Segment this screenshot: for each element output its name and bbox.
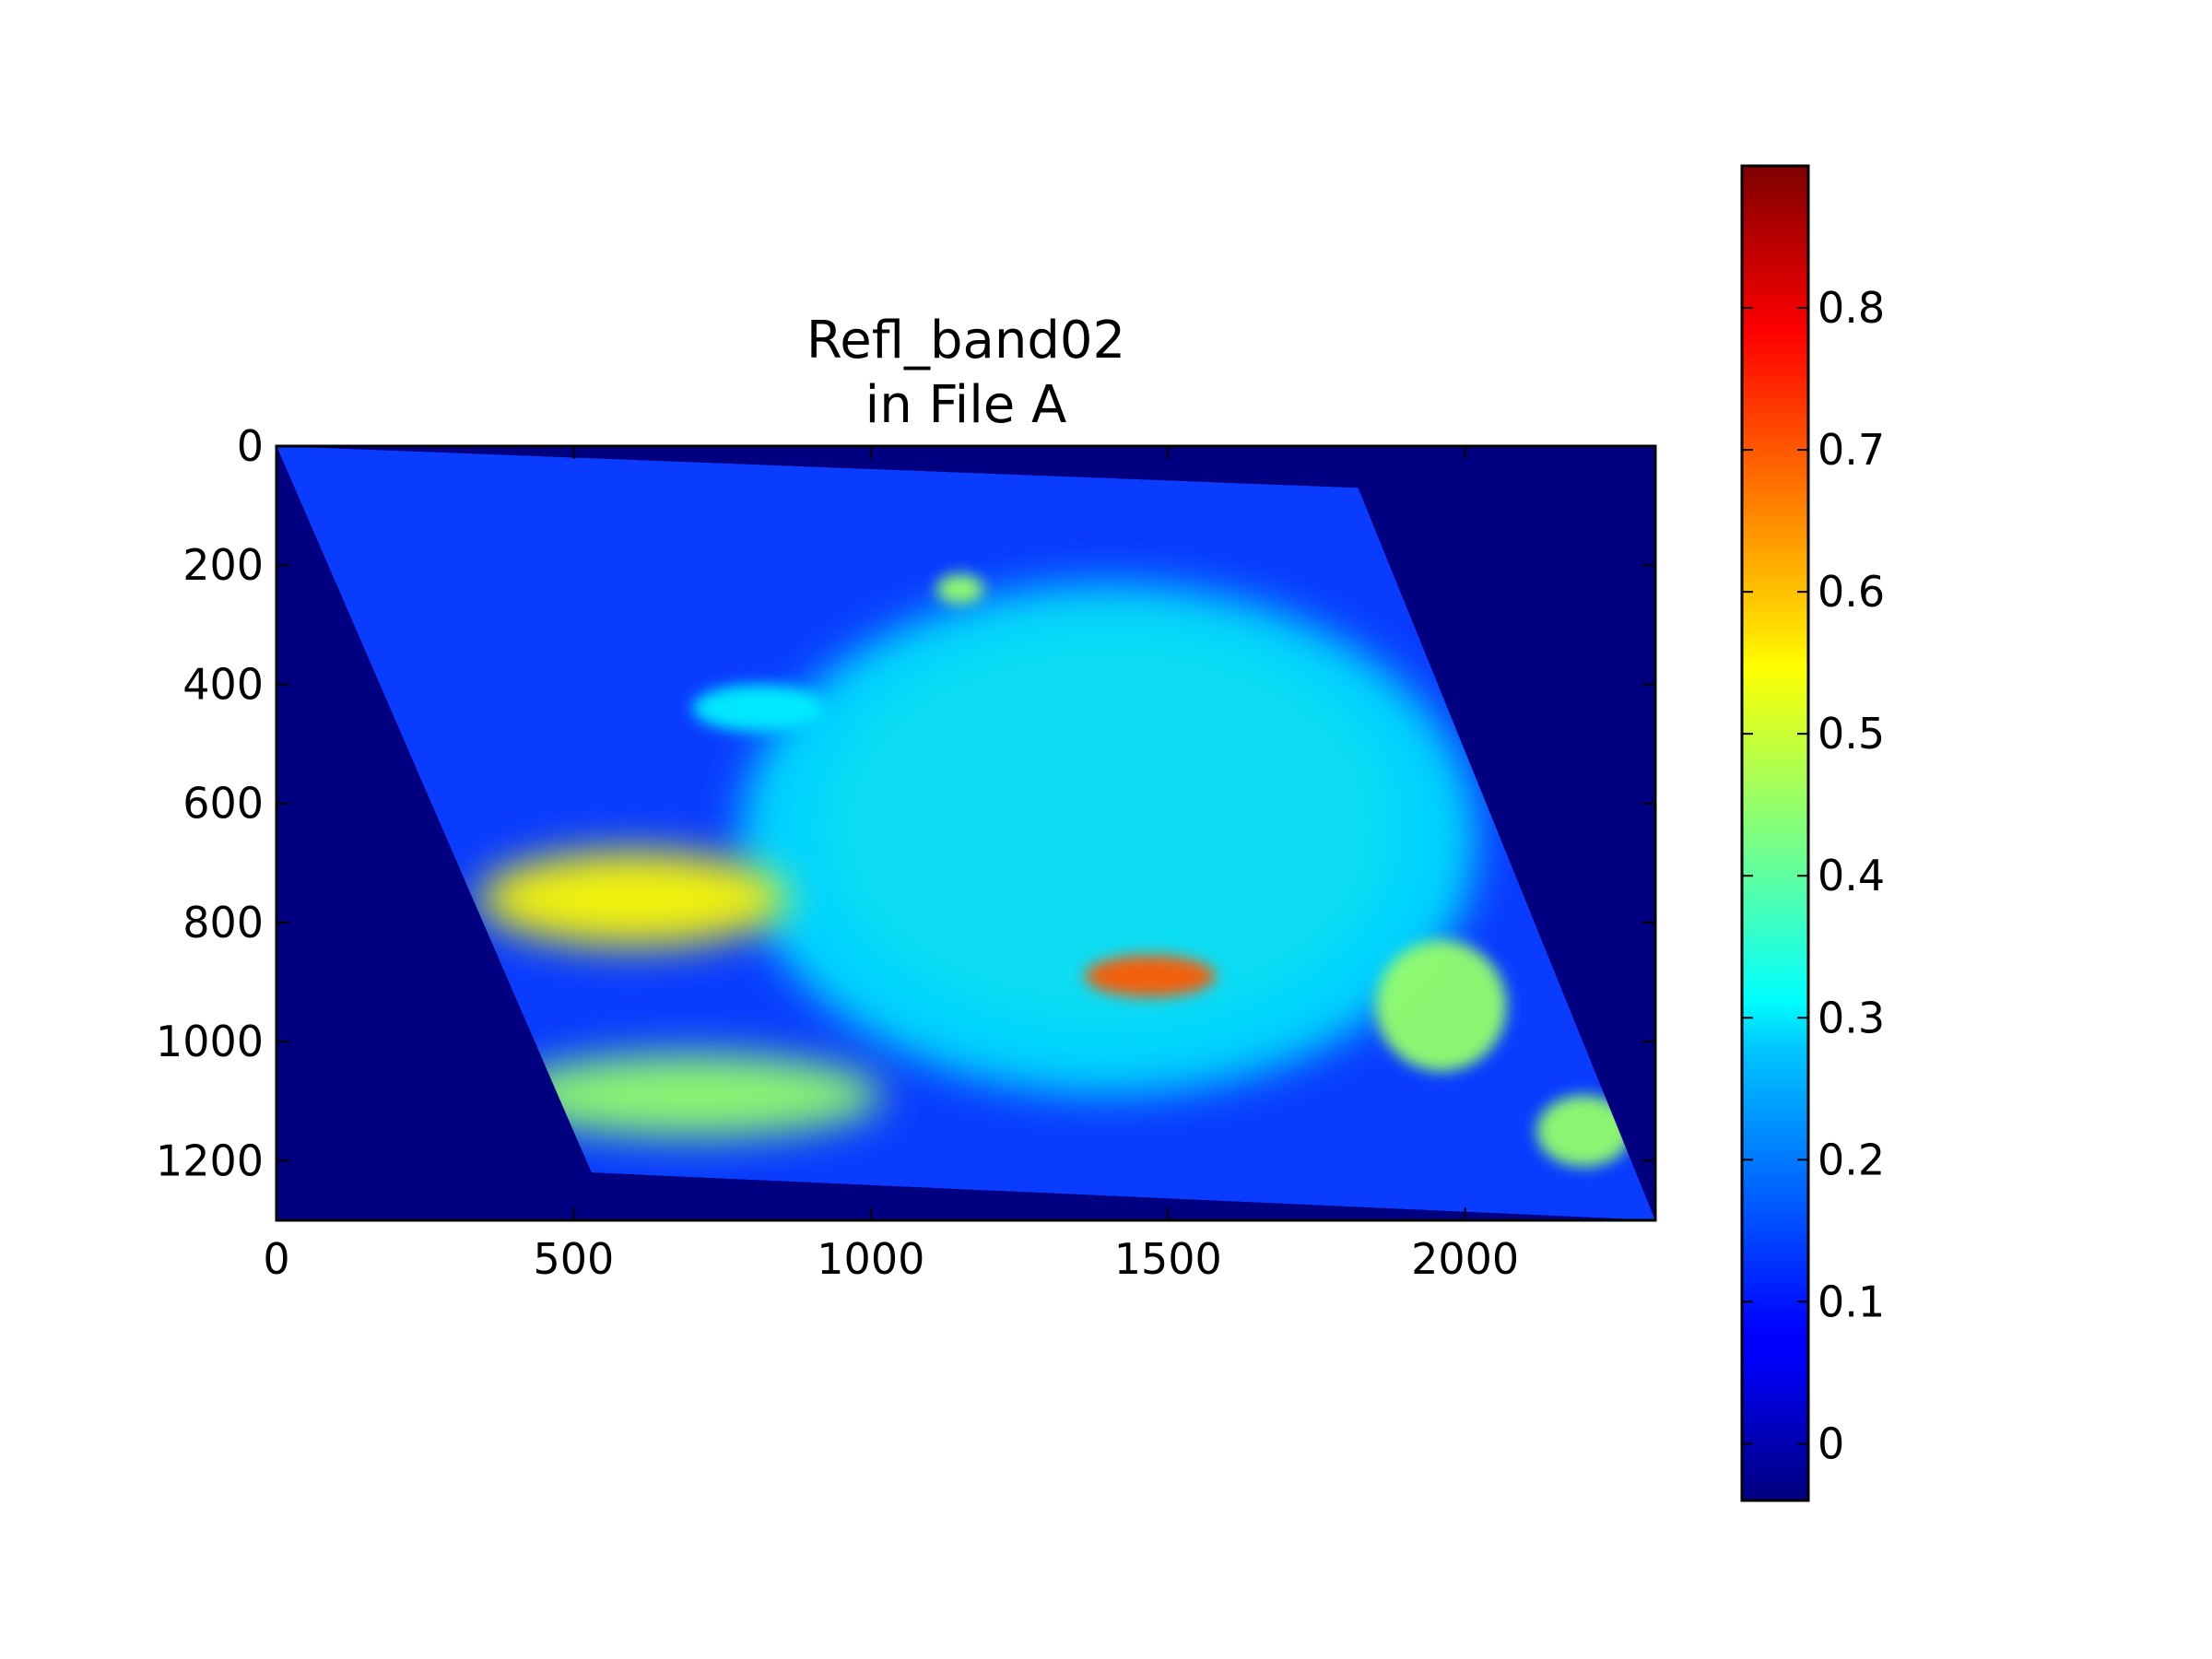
chart-title: Refl_band02 in File A xyxy=(806,311,1125,435)
y-tick-label: 200 xyxy=(182,540,264,590)
colorbar-tick-label: 0.4 xyxy=(1818,851,1885,900)
cloud-feature-north-tuft xyxy=(935,573,984,605)
colorbar-gradient xyxy=(1742,166,1808,1500)
y-tick-label: 0 xyxy=(237,421,264,471)
colorbar-tick-label: 0.6 xyxy=(1818,567,1885,617)
cloud-features xyxy=(478,573,1632,1167)
colorbar-tick-label: 0.5 xyxy=(1818,709,1885,759)
x-tick-label: 1000 xyxy=(817,1234,924,1284)
chart-title-line-2: in File A xyxy=(865,375,1067,435)
y-tick-label: 400 xyxy=(182,659,264,709)
colorbar-tick-label: 0.7 xyxy=(1818,425,1885,475)
colorbar-ticks: 0 0.1 0.2 0.3 0.4 0.5 0.6 0.7 0.8 xyxy=(1742,283,1885,1468)
x-tick-label: 0 xyxy=(263,1234,289,1284)
colorbar-tick-label: 0.8 xyxy=(1818,283,1885,333)
plot-frame xyxy=(275,444,1657,1222)
colorbar-frame xyxy=(1740,164,1810,1502)
chart-title-line-1: Refl_band02 xyxy=(806,311,1125,371)
y-tick-label: 1200 xyxy=(156,1135,264,1185)
cloud-feature-east-cloud-patch xyxy=(1375,940,1507,1072)
swath-group xyxy=(276,446,1655,1220)
colorbar-tick-label: 0 xyxy=(1818,1418,1844,1468)
colorbar-tick-label: 0.2 xyxy=(1818,1135,1885,1184)
y-tick-label: 800 xyxy=(182,898,264,947)
cloud-feature-south-cloud-streak xyxy=(1084,955,1216,997)
cloud-feature-west-wisp xyxy=(692,684,824,733)
colorbar-tick-label: 0.1 xyxy=(1818,1277,1885,1326)
x-axis: 0 500 1000 1500 2000 xyxy=(263,446,1519,1284)
colorbar-tick-label: 0.3 xyxy=(1818,993,1885,1042)
cloud-feature-southwest-cloud-band xyxy=(502,1053,883,1137)
cloud-feature-southeast-cloud-patch xyxy=(1536,1095,1632,1167)
x-tick-label: 1500 xyxy=(1114,1234,1222,1284)
x-tick-label: 500 xyxy=(534,1234,615,1284)
heatmap-plot-area xyxy=(276,446,1655,1220)
x-tick-label: 2000 xyxy=(1411,1234,1519,1284)
y-tick-label: 1000 xyxy=(156,1017,264,1066)
colorbar: 0 0.1 0.2 0.3 0.4 0.5 0.6 0.7 0.8 xyxy=(1740,164,1885,1502)
cloud-feature-west-cloud-band xyxy=(478,851,788,947)
y-tick-label: 600 xyxy=(182,779,264,829)
cloud-feature-main-cloud-outer xyxy=(739,582,1477,1096)
y-axis: 0 200 400 600 800 1000 1200 xyxy=(156,421,1655,1185)
